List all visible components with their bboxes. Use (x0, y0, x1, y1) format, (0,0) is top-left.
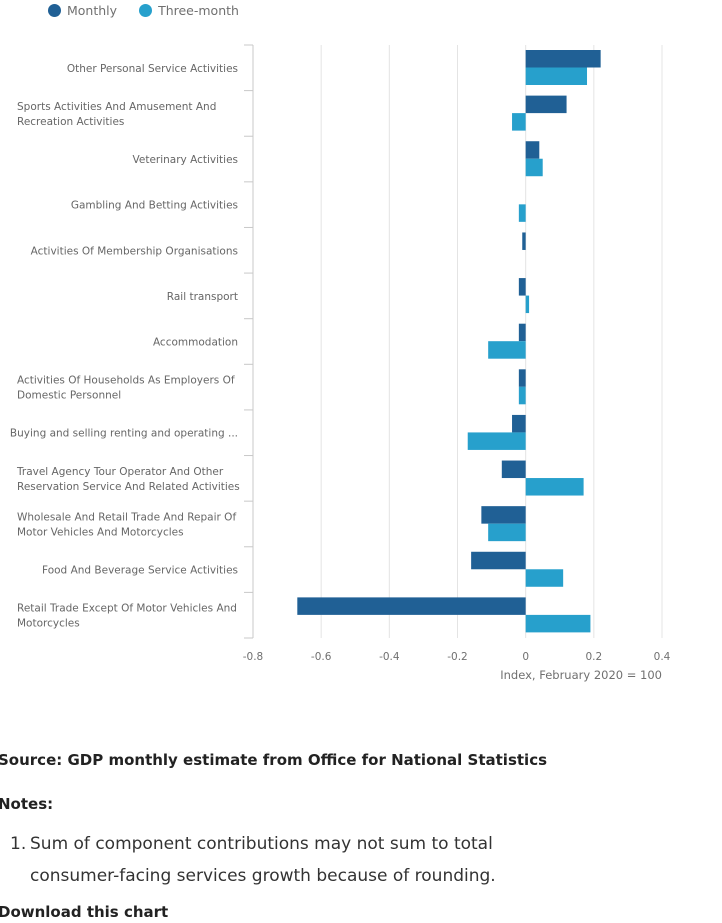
bar-three-month[interactable] (525, 478, 584, 496)
category-label-line: Buying and selling renting and operating… (10, 428, 238, 440)
bars (297, 50, 601, 633)
category-label: Rail transport (167, 291, 238, 303)
gridlines (252, 45, 663, 638)
bar-three-month[interactable] (488, 341, 526, 359)
source-note: Source: GDP monthly estimate from Office… (0, 751, 548, 769)
category-label: Accommodation (153, 337, 238, 349)
bar-three-month[interactable] (488, 523, 526, 542)
category-label-line: Food And Beverage Service Activities (42, 565, 238, 577)
category-label: Veterinary Activities (133, 154, 239, 166)
category-label: Activities Of Membership Organisations (31, 245, 238, 257)
x-tick-label: -0.6 (311, 651, 332, 663)
category-label-line: Veterinary Activities (133, 154, 239, 166)
category-label-line: Motorcycles (17, 618, 80, 630)
legend-swatch-three-month (139, 4, 153, 17)
category-ticks (244, 44, 253, 639)
category-label-line: Motor Vehicles And Motorcycles (17, 526, 184, 538)
category-label: Wholesale And Retail Trade And Repair Of… (17, 511, 236, 538)
legend-label-three-month: Three-month (158, 3, 239, 18)
x-tick-label: 0.2 (585, 651, 602, 663)
category-label: Other Personal Service Activities (67, 63, 238, 75)
note-number: 1. (10, 834, 27, 854)
category-label-line: Gambling And Betting Activities (71, 200, 238, 212)
legend-item-three-month[interactable]: Three-month (139, 3, 239, 18)
category-label-line: Retail Trade Except Of Motor Vehicles An… (17, 603, 237, 615)
bar-three-month[interactable] (525, 158, 543, 177)
x-tick-label: -0.2 (447, 651, 468, 663)
category-label: Food And Beverage Service Activities (42, 565, 238, 577)
bar-monthly[interactable] (525, 95, 567, 114)
x-tick-label: 0 (522, 651, 529, 663)
category-label-line: Rail transport (167, 291, 238, 303)
bar-monthly[interactable] (297, 597, 526, 615)
category-label-line: Other Personal Service Activities (67, 63, 238, 75)
bar-chart: Other Personal Service Activities Sports … (10, 44, 671, 682)
category-label: Travel Agency Tour Operator And Other Res… (16, 466, 240, 493)
x-axis-title: Index, February 2020 = 100 (500, 668, 662, 682)
x-tick-label: -0.4 (379, 651, 400, 663)
bar-monthly[interactable] (471, 551, 526, 570)
bar-monthly[interactable] (501, 460, 526, 479)
category-label: Activities Of Households As Employers Of… (17, 375, 235, 402)
category-label-line: Reservation Service And Related Activiti… (17, 481, 240, 493)
category-label-line: Accommodation (153, 337, 238, 349)
x-tick-label: -0.8 (243, 651, 264, 663)
notes-title: Notes: (0, 795, 54, 813)
category-label-line: Activities Of Membership Organisations (31, 245, 238, 257)
bar-monthly[interactable] (518, 369, 526, 387)
bar-three-month[interactable] (467, 432, 526, 450)
category-label: Gambling And Betting Activities (71, 200, 238, 212)
download-chart-link[interactable]: Download this chart (0, 903, 169, 921)
note-item: 1. Sum of component contributions may no… (10, 828, 530, 892)
bar-monthly[interactable] (512, 414, 526, 433)
note-text: Sum of component contributions may not s… (30, 834, 496, 886)
x-tick-label: 0.4 (654, 651, 671, 663)
category-label-line: Sports Activities And Amusement And (17, 101, 216, 113)
category-label: Sports Activities And Amusement And Recre… (17, 101, 216, 128)
bar-three-month[interactable] (525, 569, 564, 587)
bar-monthly[interactable] (525, 50, 601, 68)
legend-label-monthly: Monthly (67, 3, 118, 18)
category-label: Retail Trade Except Of Motor Vehicles An… (17, 603, 237, 630)
category-label-line: Activities Of Households As Employers Of (17, 375, 235, 387)
bar-three-month[interactable] (518, 204, 526, 222)
category-labels: Other Personal Service Activities Sports … (10, 63, 240, 630)
category-label-line: Wholesale And Retail Trade And Repair Of (17, 511, 236, 523)
bar-monthly[interactable] (518, 278, 526, 296)
bar-monthly[interactable] (481, 506, 526, 524)
bar-three-month[interactable] (525, 295, 530, 314)
chart-legend: Monthly Three-month (48, 3, 261, 18)
bar-monthly[interactable] (525, 141, 540, 159)
category-label-line: Domestic Personnel (17, 390, 121, 402)
notes-list: 1. Sum of component contributions may no… (10, 828, 530, 892)
bar-three-month[interactable] (512, 113, 526, 131)
category-label: Buying and selling renting and operating… (10, 428, 238, 440)
bar-three-month[interactable] (518, 386, 526, 405)
legend-item-monthly[interactable]: Monthly (48, 3, 117, 18)
legend-swatch-monthly (48, 4, 61, 17)
bar-three-month[interactable] (525, 614, 591, 633)
bar-monthly[interactable] (522, 232, 526, 250)
bar-monthly[interactable] (518, 323, 526, 342)
category-label-line: Recreation Activities (17, 116, 124, 128)
x-tick-labels: -0.8 -0.6 -0.4 -0.2 0 0.2 0.4 (243, 651, 671, 663)
bar-three-month[interactable] (525, 67, 588, 86)
category-label-line: Travel Agency Tour Operator And Other (16, 466, 224, 478)
